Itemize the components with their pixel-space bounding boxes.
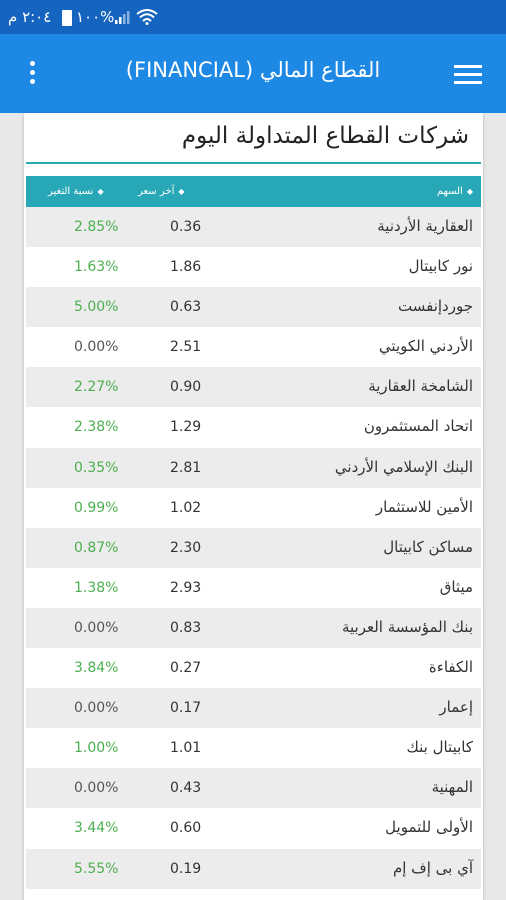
change-percent: 0.00% — [74, 780, 119, 797]
table-row[interactable]: آي بى إف إم 0.19 5.55% — [26, 848, 481, 889]
stock-name: إعمار — [439, 698, 473, 717]
table-row[interactable]: جوردإنفست 0.63 5.00% — [26, 287, 481, 328]
last-price: 0.17 — [170, 700, 202, 717]
change-percent: 0.35% — [74, 459, 119, 476]
change-percent: 3.84% — [74, 660, 119, 677]
table-row[interactable]: العقارية الأردنية 0.36 2.85% — [26, 207, 481, 248]
change-percent: 2.85% — [74, 219, 119, 235]
change-percent: 0.99% — [74, 499, 119, 516]
change-percent: 1.63% — [74, 259, 119, 276]
companies-card: شركات القطاع المتداولة اليوم ◆السهم ◆آخر… — [24, 113, 483, 900]
signal-icon — [115, 11, 130, 24]
change-percent: 0.00% — [74, 700, 119, 717]
status-time: ٢:٠٤ م — [8, 8, 52, 26]
stock-name: الشامخة العقارية — [368, 377, 473, 396]
last-price: 1.29 — [170, 419, 202, 436]
more-vertical-icon[interactable] — [24, 61, 40, 87]
stock-name: الأمين للاستثمار — [375, 497, 473, 516]
last-price: 0.43 — [170, 780, 202, 797]
table-row[interactable]: المهنية 0.43 0.00% — [26, 768, 481, 809]
last-price: 2.30 — [170, 539, 202, 556]
table-header: ◆السهم ◆آخر سعر ◆نسبة التغير — [26, 176, 481, 207]
stock-name: اتحاد المستثمرون — [363, 417, 473, 436]
stock-name: الكفاءة — [428, 658, 473, 677]
last-price: 0.60 — [170, 820, 202, 837]
change-percent: 2.27% — [74, 379, 119, 396]
last-price: 2.51 — [170, 339, 202, 356]
change-percent: 0.00% — [74, 619, 119, 636]
last-price: 1.02 — [170, 499, 202, 516]
table-row[interactable]: ميثاق 2.93 1.38% — [26, 567, 481, 608]
table-row[interactable]: مساكن كابيتال 2.30 0.87% — [26, 527, 481, 568]
table-row[interactable]: الكفاءة 0.27 3.84% — [26, 648, 481, 689]
stock-name: ميثاق — [439, 577, 473, 596]
change-percent: 1.00% — [74, 740, 119, 757]
stock-name: جوردإنفست — [398, 297, 473, 316]
last-price: 1.86 — [170, 259, 202, 276]
change-percent: 2.38% — [74, 419, 119, 436]
table-row[interactable]: الأولى للتمويل 0.60 3.44% — [26, 808, 481, 849]
change-percent: 1.38% — [74, 579, 119, 596]
table-row[interactable]: كابيتال بنك 1.01 1.00% — [26, 728, 481, 769]
table-row[interactable]: إعمار 0.17 0.00% — [26, 688, 481, 729]
table-row[interactable]: بنك المؤسسة العربية 0.83 0.00% — [26, 607, 481, 649]
last-price: 0.83 — [170, 619, 202, 636]
stock-name: البنك الإسلامي الأردني — [334, 457, 473, 476]
change-percent: 0.00% — [74, 339, 119, 356]
app-bar: القطاع المالي (FINANCIAL) — [0, 34, 506, 113]
sort-icon: ◆ — [466, 187, 473, 196]
stock-name: المهنية — [431, 778, 473, 797]
stock-name: العقارية الأردنية — [377, 217, 473, 235]
stock-name: بنك المؤسسة العربية — [341, 617, 473, 636]
battery-icon — [62, 10, 72, 26]
last-price: 0.63 — [170, 299, 202, 316]
sort-icon: ◆ — [97, 187, 104, 196]
table-row[interactable]: الشامخة العقارية 0.90 2.27% — [26, 367, 481, 408]
wifi-icon — [136, 9, 158, 25]
table-row[interactable]: اتحاد المستثمرون 1.29 2.38% — [26, 407, 481, 448]
table-row[interactable]: نور كابيتال 1.86 1.63% — [26, 247, 481, 288]
stock-name: الأردني الكويتي — [378, 337, 473, 356]
hamburger-menu-icon[interactable] — [454, 65, 482, 85]
header-stock[interactable]: ◆السهم — [436, 186, 473, 197]
sort-icon: ◆ — [178, 187, 185, 196]
last-price: 0.19 — [170, 860, 202, 877]
app-title: القطاع المالي (FINANCIAL) — [125, 58, 381, 82]
stock-name: مساكن كابيتال — [383, 537, 473, 556]
status-bar: ٢:٠٤ م ١٠٠% — [0, 0, 506, 34]
battery-percentage: ١٠٠% — [76, 8, 115, 26]
title-divider — [26, 162, 481, 164]
stock-name: كابيتال بنك — [406, 738, 473, 757]
last-price: 0.27 — [170, 660, 202, 677]
stock-name: آي بى إف إم — [392, 858, 473, 877]
last-price: 1.01 — [170, 740, 202, 757]
change-percent: 5.00% — [74, 299, 119, 316]
last-price: 0.36 — [170, 219, 202, 235]
header-last-price[interactable]: ◆آخر سعر — [138, 186, 185, 197]
last-price: 2.81 — [170, 459, 202, 476]
last-price: 2.93 — [170, 579, 202, 596]
table-row[interactable]: الأمين للاستثمار 1.02 0.99% — [26, 487, 481, 528]
change-percent: 0.87% — [74, 539, 119, 556]
header-change-percent[interactable]: ◆نسبة التغير — [48, 186, 104, 197]
change-percent: 3.44% — [74, 820, 119, 837]
table-row[interactable]: الأردني الكويتي 2.51 0.00% — [26, 327, 481, 368]
change-percent: 5.55% — [74, 860, 119, 877]
table-row[interactable]: البنك الإسلامي الأردني 2.81 0.35% — [26, 447, 481, 488]
stock-name: الأولى للتمويل — [385, 818, 473, 837]
last-price: 0.90 — [170, 379, 202, 396]
table-body: العقارية الأردنية 0.36 2.85% نور كابيتال 1.8… — [26, 207, 481, 889]
section-title: شركات القطاع المتداولة اليوم — [181, 123, 469, 149]
stock-name: نور كابيتال — [408, 257, 473, 276]
